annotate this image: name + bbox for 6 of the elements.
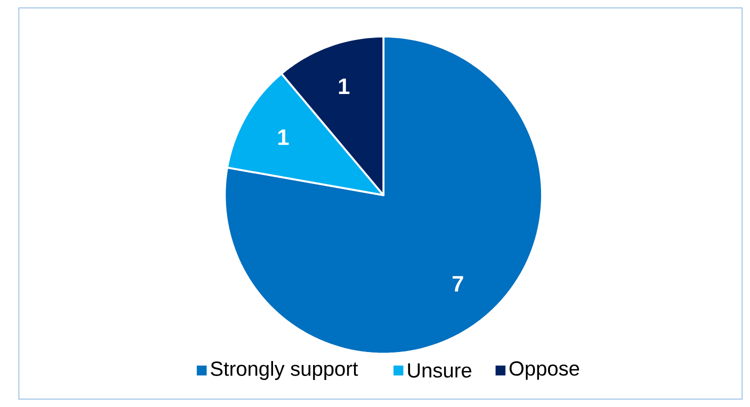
legend-label: Unsure [408, 363, 472, 378]
data-label: 1 [339, 78, 350, 94]
legend-label: Oppose [510, 361, 580, 380]
data-label: 1 [278, 130, 289, 145]
legend-label: Strongly support [210, 361, 358, 380]
data-label: 7 [452, 276, 464, 292]
